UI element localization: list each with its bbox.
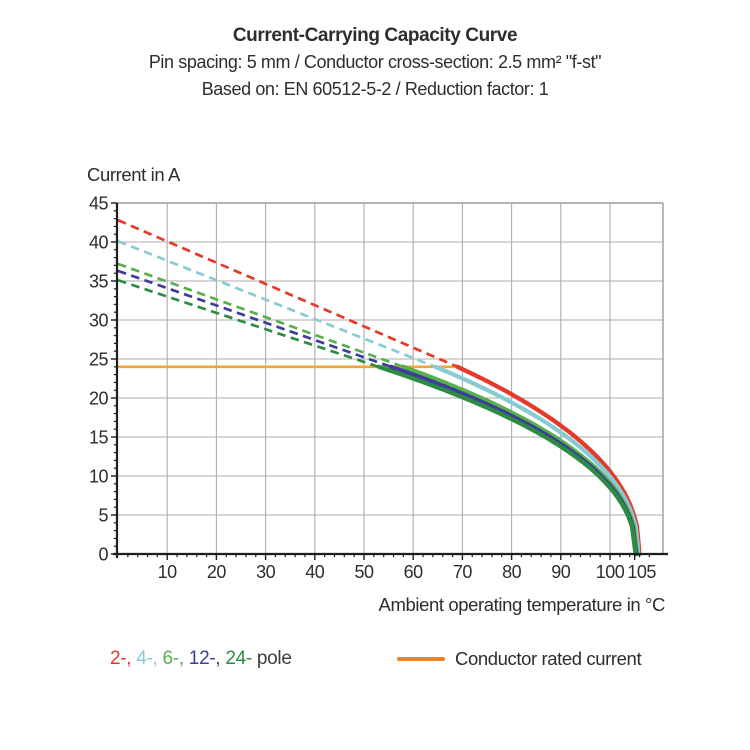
x-tick-label: 60 bbox=[404, 562, 424, 582]
y-tick-label: 35 bbox=[89, 272, 109, 292]
x-tick-label: 105 bbox=[627, 562, 656, 582]
x-tick-labels: 10 20 30 40 50 60 70 80 90 100 105 bbox=[158, 562, 657, 582]
series-24-pole bbox=[117, 278, 380, 369]
chart-title: Current-Carrying Capacity Curve bbox=[232, 25, 518, 46]
x-tick-label: 20 bbox=[207, 562, 227, 582]
rated-current-label: Conductor rated current bbox=[455, 648, 642, 669]
y-tick-labels: 0 5 10 15 20 25 30 35 40 45 bbox=[89, 194, 109, 565]
series-4-pole bbox=[117, 239, 436, 369]
y-axis-title: Current in A bbox=[87, 164, 180, 185]
y-tick-label: 25 bbox=[89, 350, 109, 370]
legend-rated-current: Conductor rated current bbox=[397, 648, 642, 671]
y-tick-label: 0 bbox=[98, 545, 108, 565]
y-tick-label: 20 bbox=[89, 389, 109, 409]
x-tick-label: 70 bbox=[453, 562, 473, 582]
legend-pole-2: 2-, bbox=[110, 648, 137, 669]
y-tick-label: 30 bbox=[89, 311, 109, 331]
legend-pole-12: 12-, bbox=[188, 648, 226, 669]
series-solid-2-pole bbox=[455, 364, 642, 557]
x-tick-label: 80 bbox=[502, 562, 522, 582]
x-tick-label: 50 bbox=[354, 562, 374, 582]
x-tick-label: 10 bbox=[158, 562, 178, 582]
x-tick-label: 90 bbox=[551, 562, 571, 582]
series-6-pole bbox=[117, 262, 404, 369]
legend-pole-suffix: pole bbox=[251, 648, 292, 669]
axes bbox=[113, 203, 668, 558]
series-solid-24-pole bbox=[376, 364, 638, 557]
legend: 2-, 4-, 6-, 12-, 24- pole Conductor rate… bbox=[0, 648, 750, 678]
plot-area: 10 20 30 40 50 60 70 80 90 100 105 0 5 10 15 20 25 30 35 40… bbox=[89, 194, 668, 582]
x-tick-label: 100 bbox=[596, 562, 625, 582]
legend-pole-24: 24- bbox=[225, 648, 252, 669]
x-axis-title: Ambient operating temperature in °C bbox=[378, 594, 666, 615]
y-tick-label: 15 bbox=[89, 428, 109, 448]
legend-poles: 2-, 4-, 6-, 12-, 24- pole bbox=[110, 648, 292, 670]
y-tick-label: 5 bbox=[98, 506, 108, 526]
chart-subtitle-2: Based on: EN 60512-5-2 / Reduction facto… bbox=[201, 79, 549, 99]
x-tick-label: 30 bbox=[256, 562, 276, 582]
rated-current-swatch bbox=[397, 656, 445, 661]
y-axis-ticks bbox=[111, 202, 117, 555]
x-axis-ticks bbox=[127, 554, 650, 560]
series-2-pole bbox=[117, 218, 459, 369]
y-tick-label: 45 bbox=[89, 194, 109, 214]
chart-subtitle-1: Pin spacing: 5 mm / Conductor cross-sect… bbox=[148, 52, 602, 72]
legend-pole-6: 6-, bbox=[162, 648, 189, 669]
x-tick-label: 40 bbox=[305, 562, 325, 582]
title-block: Current-Carrying Capacity Curve Pin spac… bbox=[0, 22, 750, 103]
series-12-pole bbox=[117, 269, 392, 369]
grid-lines bbox=[117, 202, 664, 554]
y-tick-label: 10 bbox=[89, 467, 109, 487]
y-tick-label: 40 bbox=[89, 233, 109, 253]
series-solid-4-pole bbox=[433, 364, 641, 557]
legend-pole-4: 4-, bbox=[136, 648, 163, 669]
